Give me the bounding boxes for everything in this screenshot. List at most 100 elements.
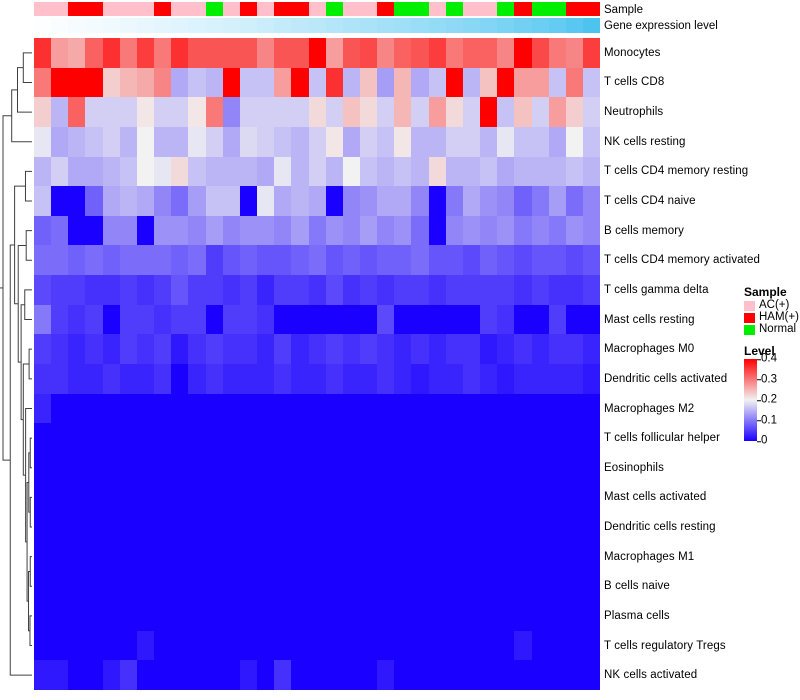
heatmap-cell bbox=[445, 660, 463, 691]
heatmap-cell bbox=[445, 601, 463, 631]
heatmap-cell bbox=[308, 304, 326, 335]
heatmap-cell bbox=[445, 97, 463, 127]
heatmap-cell bbox=[565, 660, 583, 691]
heatmap-row-label: Mast cells activated bbox=[604, 491, 707, 504]
heatmap-cell bbox=[394, 215, 412, 246]
heatmap-cell bbox=[565, 334, 583, 365]
heatmap-cell bbox=[531, 571, 549, 602]
heatmap-row bbox=[34, 541, 601, 572]
heatmap-cell bbox=[514, 541, 532, 572]
heatmap-cell bbox=[377, 423, 395, 453]
heatmap-cell bbox=[154, 126, 172, 157]
heatmap-cell bbox=[291, 215, 309, 246]
heatmap-cell bbox=[274, 660, 292, 691]
heatmap-cell bbox=[222, 67, 240, 98]
heatmap-cell bbox=[291, 393, 309, 424]
heatmap-cell bbox=[102, 512, 120, 542]
heatmap-cell bbox=[377, 186, 395, 216]
heatmap-cell bbox=[531, 304, 549, 335]
heatmap-cell bbox=[497, 601, 515, 631]
sample-annotation-cell bbox=[205, 2, 223, 16]
heatmap-cell bbox=[171, 334, 189, 365]
heatmap-cell bbox=[274, 364, 292, 394]
heatmap-cell bbox=[171, 186, 189, 216]
heatmap-cell bbox=[445, 334, 463, 365]
heatmap-cell bbox=[565, 571, 583, 602]
heatmap-cell bbox=[136, 334, 155, 365]
heatmap-cell bbox=[34, 334, 52, 365]
heatmap-cell bbox=[85, 423, 103, 453]
heatmap-cell bbox=[462, 304, 481, 335]
heatmap-cell bbox=[342, 364, 360, 394]
heatmap-cell bbox=[565, 186, 583, 216]
heatmap-cell bbox=[428, 452, 446, 483]
heatmap-cell bbox=[291, 186, 309, 216]
gene-expression-annotation-cell bbox=[462, 18, 481, 33]
heatmap-cell bbox=[480, 67, 498, 98]
heatmap-cell bbox=[119, 156, 137, 187]
heatmap-cell bbox=[188, 393, 206, 424]
heatmap-cell bbox=[445, 186, 463, 216]
heatmap-cell bbox=[428, 334, 446, 365]
heatmap-cell bbox=[239, 215, 258, 246]
heatmap-cell bbox=[102, 571, 120, 602]
gene-expression-annotation-cell bbox=[497, 18, 515, 33]
heatmap-cell bbox=[394, 334, 412, 365]
heatmap-cell bbox=[325, 423, 343, 453]
heatmap-cell bbox=[205, 215, 223, 246]
heatmap-cell bbox=[342, 275, 360, 305]
heatmap-cell bbox=[377, 541, 395, 572]
heatmap-cell bbox=[377, 452, 395, 483]
heatmap-row bbox=[34, 571, 601, 602]
heatmap-cell bbox=[342, 67, 360, 98]
heatmap-cell bbox=[548, 452, 566, 483]
heatmap-cell bbox=[497, 571, 515, 602]
heatmap-cell bbox=[462, 156, 481, 187]
level-tick-label: 0.4 bbox=[757, 353, 777, 365]
gene-expression-annotation-cell bbox=[394, 18, 412, 33]
heatmap-cell bbox=[102, 67, 120, 98]
heatmap-cell bbox=[222, 275, 240, 305]
sample-annotation-cell bbox=[394, 2, 412, 16]
heatmap-cell bbox=[428, 126, 446, 157]
heatmap-cell bbox=[480, 186, 498, 216]
heatmap-cell bbox=[188, 423, 206, 453]
heatmap-cell bbox=[428, 275, 446, 305]
heatmap-cell bbox=[583, 482, 601, 513]
heatmap-cell bbox=[274, 601, 292, 631]
heatmap-cell bbox=[480, 38, 498, 68]
sample-legend-title: Sample bbox=[744, 285, 787, 299]
heatmap-cell bbox=[531, 512, 549, 542]
heatmap-cell bbox=[514, 97, 532, 127]
heatmap-cell bbox=[308, 126, 326, 157]
heatmap-cell bbox=[531, 156, 549, 187]
heatmap-cell bbox=[342, 452, 360, 483]
heatmap-cell bbox=[274, 245, 292, 276]
level-tick-dash bbox=[757, 441, 761, 443]
heatmap-cell bbox=[291, 541, 309, 572]
heatmap-cell bbox=[394, 275, 412, 305]
heatmap-cell bbox=[51, 541, 69, 572]
heatmap-row-label: Dendritic cells activated bbox=[604, 372, 728, 385]
heatmap-cell bbox=[325, 126, 343, 157]
heatmap-cell bbox=[85, 452, 103, 483]
heatmap-cell bbox=[359, 630, 378, 661]
heatmap-row-label: NK cells resting bbox=[604, 135, 686, 148]
heatmap-cell bbox=[222, 601, 240, 631]
heatmap-cell bbox=[359, 423, 378, 453]
heatmap-cell bbox=[85, 156, 103, 187]
level-tick-labels: 0.4 0.3 0.2 0.1 0 bbox=[757, 353, 800, 446]
heatmap-cell bbox=[377, 571, 395, 602]
heatmap-cell bbox=[274, 452, 292, 483]
heatmap-cell bbox=[188, 601, 206, 631]
heatmap-cell bbox=[445, 423, 463, 453]
heatmap-cell bbox=[394, 156, 412, 187]
heatmap-cell bbox=[445, 364, 463, 394]
gene-expression-annotation-cell bbox=[171, 18, 189, 33]
heatmap-cell bbox=[308, 38, 326, 68]
heatmap-cell bbox=[257, 541, 275, 572]
heatmap-cell bbox=[68, 630, 86, 661]
heatmap-cell bbox=[359, 660, 378, 691]
heatmap-cell bbox=[445, 38, 463, 68]
heatmap-cell bbox=[531, 334, 549, 365]
